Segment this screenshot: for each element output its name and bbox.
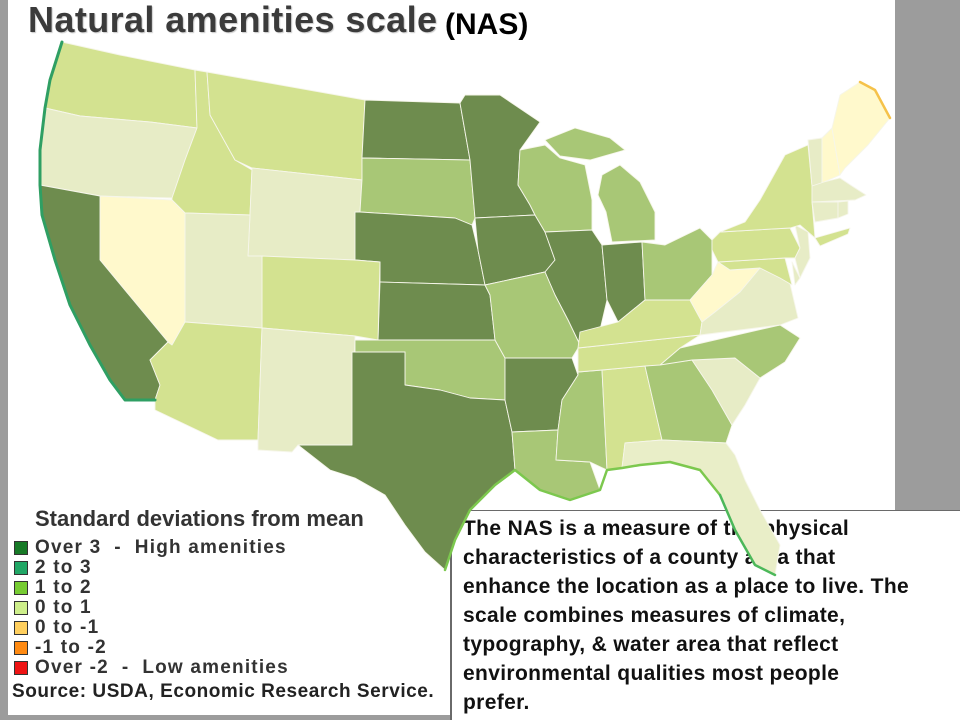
- map-region-or: [39, 107, 198, 199]
- map-region-nd: [361, 99, 471, 161]
- map-region-ne: [354, 211, 486, 286]
- map-region-ma: [811, 177, 867, 203]
- map-region-vt: [807, 137, 823, 187]
- map-region-wa: [44, 41, 198, 129]
- map-region-nc: [659, 324, 801, 379]
- map-region-in: [601, 241, 646, 323]
- map-region-ca: [39, 184, 169, 401]
- legend-swatch: [14, 541, 28, 555]
- legend-item: -1 to -2: [0, 638, 440, 658]
- map-region-wy: [247, 167, 363, 261]
- legend-swatch: [14, 561, 28, 575]
- map-region-al: [601, 365, 663, 471]
- map-region-az: [149, 321, 263, 441]
- map-region-ut: [184, 212, 263, 329]
- source-credit: Source: USDA, Economic Research Service.: [12, 681, 435, 702]
- info-line: The NAS is a measure of the physical: [463, 517, 850, 540]
- map-region-wi: [517, 144, 593, 233]
- info-line: scale combines measures of climate,: [463, 604, 846, 627]
- map-region-nv: [99, 195, 186, 346]
- legend-swatch: [14, 661, 28, 675]
- info-line: environmental qualities most people: [463, 662, 840, 685]
- map-region-ga: [644, 359, 733, 444]
- map-region-nj: [794, 224, 811, 279]
- map-region-ms: [555, 369, 608, 471]
- legend-swatch: [14, 601, 28, 615]
- map-region-me: [831, 81, 891, 176]
- page-title: Natural amenities scale: [28, 0, 438, 40]
- map-region-ok: [354, 339, 506, 401]
- legend-label: 0 to 1: [35, 597, 92, 618]
- map-region-ri: [837, 200, 849, 219]
- map-region-ct: [811, 201, 839, 223]
- map-region-la: [511, 429, 601, 501]
- map-region-de: [791, 261, 801, 286]
- map-region-ny: [719, 144, 816, 239]
- info-text-box: The NAS is a measure of the physical cha…: [450, 510, 960, 720]
- map-region-oh: [641, 227, 713, 301]
- map-region-ks: [377, 281, 496, 341]
- map-region-long-island: [814, 227, 851, 247]
- map-region-md: [717, 257, 793, 286]
- legend-swatch: [14, 641, 28, 655]
- map-region-ky: [577, 299, 703, 349]
- map-region-id: [171, 69, 253, 216]
- left-margin-strip: [0, 0, 8, 720]
- info-line: typography, & water area that reflect: [463, 633, 839, 656]
- legend-label: 0 to -1: [35, 617, 100, 638]
- legend-item: Over 3 - High amenities: [0, 538, 440, 558]
- map-region-wv: [689, 261, 761, 323]
- legend-swatch: [14, 581, 28, 595]
- legend-label: -1 to -2: [35, 637, 107, 658]
- legend-swatch: [14, 621, 28, 635]
- legend-label: Over 3 - High amenities: [35, 537, 287, 558]
- map-region-mt: [206, 71, 366, 181]
- legend-item: 1 to 2: [0, 578, 440, 598]
- map-region-pa: [711, 227, 801, 263]
- map-region-ar: [504, 357, 579, 433]
- bottom-margin-strip: [0, 715, 460, 720]
- map-region-nh: [821, 127, 841, 186]
- maine-coastline: [858, 80, 892, 120]
- info-line: enhance the location as a place to live.…: [463, 575, 910, 598]
- info-line: characteristics of a county area that: [463, 546, 836, 569]
- map-region-sc: [691, 357, 761, 426]
- map-region-mi: [597, 164, 656, 243]
- legend-heading: Standard deviations from mean: [35, 506, 364, 531]
- map-region-il: [544, 229, 608, 346]
- map-region-va: [699, 267, 799, 336]
- map-region-mo: [484, 271, 581, 359]
- legend-label: Over -2 - Low amenities: [35, 657, 289, 678]
- legend-item: 0 to 1: [0, 598, 440, 618]
- map-region-ia: [474, 214, 556, 286]
- map-region-mn: [459, 94, 541, 219]
- info-line: prefer.: [463, 691, 530, 714]
- map-region-mi-upper: [544, 127, 626, 161]
- legend-label: 2 to 3: [35, 557, 92, 578]
- map-region-sd: [359, 157, 476, 226]
- legend-item: 0 to -1: [0, 618, 440, 638]
- title-abbreviation: (NAS): [445, 8, 529, 41]
- legend-item: Over -2 - Low amenities: [0, 658, 440, 678]
- map-region-co: [261, 255, 381, 341]
- legend-item: 2 to 3: [0, 558, 440, 578]
- map-region-nm: [257, 327, 356, 453]
- map-region-tn: [577, 334, 701, 373]
- pacific-coastline: [38, 40, 157, 402]
- legend-label: 1 to 2: [35, 577, 92, 598]
